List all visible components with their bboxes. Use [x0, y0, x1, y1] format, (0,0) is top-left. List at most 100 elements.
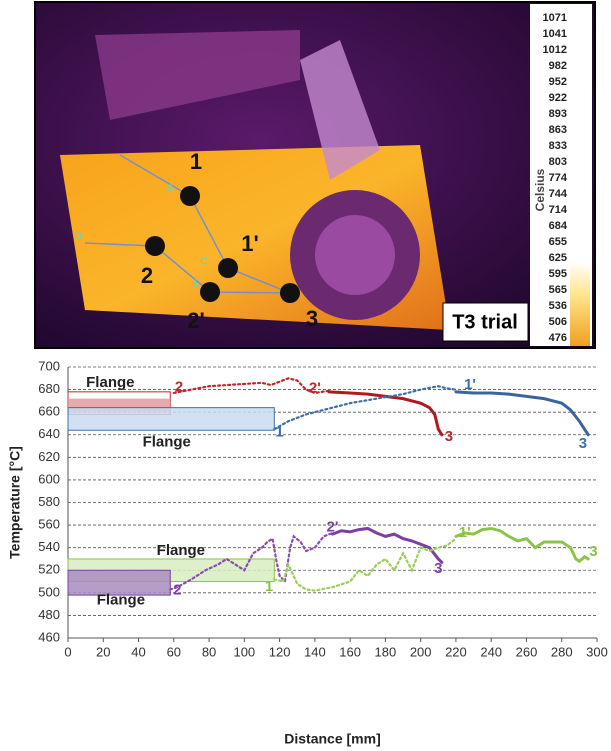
y-tick-label: 600 [38, 471, 60, 486]
y-tick-label: 640 [38, 426, 60, 441]
scale-label: 952 [549, 76, 567, 88]
x-tick-label: 100 [233, 644, 255, 659]
machine-shape [95, 30, 300, 120]
scale-label: 506 [549, 316, 567, 328]
point-label: 1' [241, 231, 258, 256]
annotation: 2 [175, 378, 183, 395]
annotation: Flange [157, 542, 205, 559]
annotation: 3 [434, 560, 442, 577]
y-tick-label: 500 [38, 584, 60, 599]
scale-label: 833 [549, 140, 567, 152]
series-line [273, 537, 458, 592]
scale-label: 655 [549, 236, 567, 248]
annotation: Flange [86, 374, 134, 391]
y-tick-label: 620 [38, 449, 60, 464]
annotation: 2 [173, 582, 181, 599]
scale-unit: Celsius [533, 168, 547, 211]
x-tick-label: 220 [445, 644, 467, 659]
scale-label: 714 [549, 204, 568, 216]
roller-inner [315, 215, 395, 295]
flange-band [67, 407, 275, 431]
color-bar [570, 8, 590, 346]
x-tick-label: 80 [202, 644, 216, 659]
y-tick-label: 700 [38, 358, 60, 373]
scale-label: 982 [549, 60, 567, 72]
marker-label: E [193, 279, 200, 290]
x-tick-label: 240 [480, 644, 502, 659]
x-tick-label: 260 [516, 644, 538, 659]
scale-label: 863 [549, 124, 567, 136]
chart: 460 480 500 520 540 560 580 600 620 640 660 680 700 0… [7, 358, 608, 746]
annotation: 3 [445, 428, 453, 445]
y-tick-label: 520 [38, 562, 60, 577]
x-tick-label: 140 [304, 644, 326, 659]
x-tick-label: 20 [96, 644, 110, 659]
y-tick-label: 480 [38, 607, 60, 622]
scale-label: 1012 [543, 44, 567, 56]
y-tick-label: 680 [38, 381, 60, 396]
x-tick-label: 180 [375, 644, 397, 659]
point-label: 2 [141, 263, 153, 288]
annotation: 3 [579, 435, 587, 452]
series-line [331, 526, 444, 564]
annotation: 1' [464, 376, 476, 393]
scale-label: 893 [549, 108, 567, 120]
annotation: 1 [275, 423, 283, 440]
flange-band [67, 569, 171, 596]
series-line [169, 531, 334, 591]
trial-box [442, 302, 529, 342]
point-label: 1 [190, 149, 202, 174]
series-line [172, 377, 331, 395]
probe-point [200, 282, 220, 302]
series-line [454, 526, 590, 564]
scale-label: 803 [549, 156, 567, 168]
thermal-image: T3 trial Celsius 1071 1041 1012 982 952 922 89… [34, 1, 596, 349]
annotation: 1' [459, 524, 471, 541]
marker-label: C [200, 257, 207, 268]
series-line [273, 385, 458, 431]
trial-label: T3 trial [452, 311, 518, 333]
x-tick-label: 160 [339, 644, 361, 659]
x-axis-title: Distance [mm] [284, 731, 380, 747]
y-tick-label: 660 [38, 404, 60, 419]
y-tick-label: 560 [38, 517, 60, 532]
x-tick-label: 0 [64, 644, 71, 659]
annotation: 2' [309, 379, 321, 396]
x-tick-label: 60 [167, 644, 181, 659]
scale-label: 1071 [543, 12, 567, 24]
series-line [327, 390, 444, 437]
y-tick-label: 460 [38, 629, 60, 644]
x-tick-label: 200 [410, 644, 432, 659]
probe-point [280, 283, 300, 303]
point-label: 2' [187, 308, 204, 333]
annotation: 2' [327, 518, 339, 535]
scale-label: 595 [549, 268, 567, 280]
probe-point [145, 236, 165, 256]
scale-label: 744 [549, 188, 568, 200]
y-axis-title: Temperature [°C] [7, 446, 23, 559]
tool-arm [300, 40, 380, 180]
point-label: 3 [306, 306, 318, 331]
y-tick-label: 580 [38, 494, 60, 509]
scale-label: 1041 [543, 28, 567, 40]
series-line [454, 390, 590, 437]
scale-label: 476 [549, 332, 567, 344]
probe-lines [84, 154, 291, 294]
annotation: 3 [589, 543, 597, 560]
scale-label: 565 [549, 284, 567, 296]
x-tick-label: 280 [551, 644, 573, 659]
scale-label: 536 [549, 300, 567, 312]
x-tick-label: 120 [269, 644, 291, 659]
x-tick-label: 300 [586, 644, 608, 659]
annotation: Flange [143, 434, 191, 451]
scale-label: 774 [549, 172, 568, 184]
x-tick-label: 40 [131, 644, 145, 659]
probe-point [180, 186, 200, 206]
scale-label: 625 [549, 252, 567, 264]
probe-point [218, 258, 238, 278]
scale-label: 922 [549, 92, 567, 104]
scale-label: 684 [549, 220, 568, 232]
marker-label: B [167, 184, 174, 195]
y-tick-label: 540 [38, 539, 60, 554]
